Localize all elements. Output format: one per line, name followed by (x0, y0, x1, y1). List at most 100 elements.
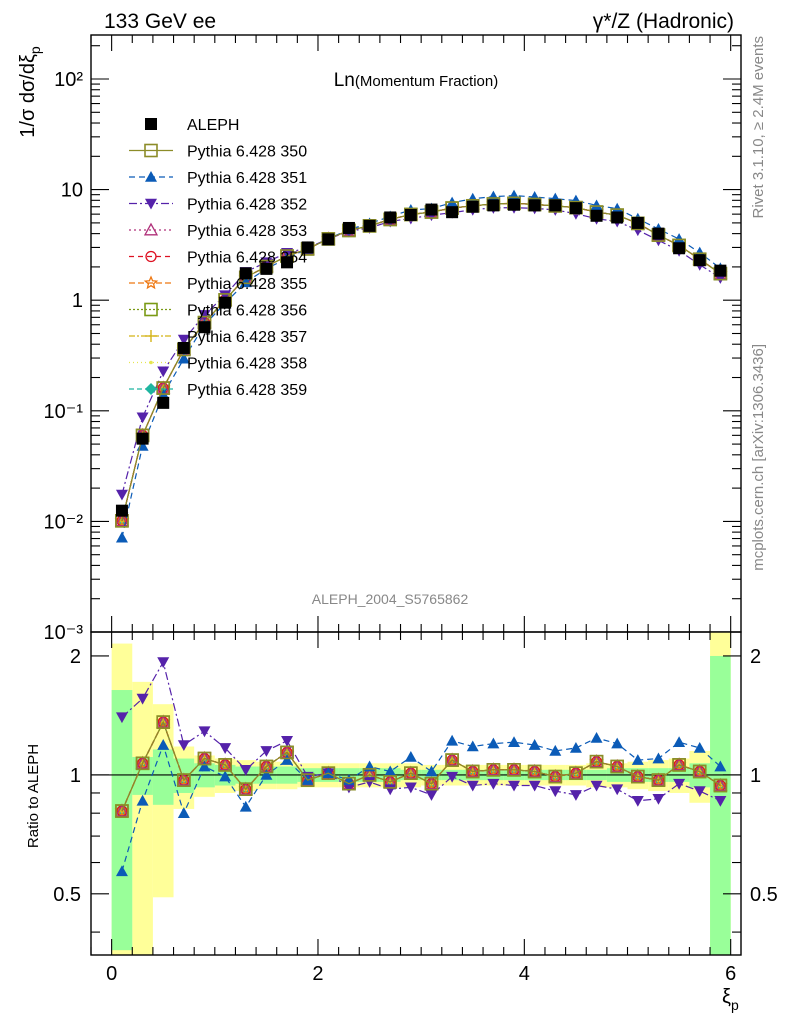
header-right: γ*/Z (Hadronic) (593, 10, 734, 33)
ratio-point (673, 778, 686, 790)
data-point (466, 200, 479, 213)
ratio-point (238, 782, 253, 796)
legend-marker (145, 383, 157, 395)
x-tick-label: 6 (725, 963, 736, 985)
ratio-point (342, 776, 356, 791)
ratio-point (403, 765, 418, 779)
ratio-point (446, 734, 459, 746)
ratio-point (569, 790, 582, 801)
ratio-point (548, 769, 563, 784)
data-point (322, 233, 335, 246)
ratio-y-tick-label: 2 (70, 646, 81, 668)
ratio-line (121, 660, 721, 802)
legend-entry: Pythia 6.428 357 (129, 329, 307, 346)
ratio-series-0 (115, 715, 728, 818)
y-tick-label: 10⁻² (44, 511, 84, 533)
series-point (590, 199, 603, 211)
ratio-point (446, 771, 459, 783)
ratio-point (424, 776, 439, 790)
ratio-point (568, 765, 584, 779)
ratio-y-axis-label: Ratio to ALEPH (25, 744, 42, 848)
legend-label: Pythia 6.428 358 (187, 356, 307, 373)
legend-entry: ALEPH (145, 117, 239, 134)
data-point (569, 202, 582, 215)
ratio-point (569, 741, 582, 753)
legend-marker (144, 302, 158, 317)
legend-entry: Pythia 6.428 355 (129, 275, 307, 293)
legend-marker (145, 118, 157, 130)
ratio-point (590, 731, 603, 743)
ratio-point (177, 740, 190, 752)
ratio-series-1 (115, 731, 727, 877)
header-left: 133 GeV ee (104, 10, 216, 33)
main-panel: 10⁻³ 10⁻² 10⁻¹ 1 10 10² Ln(Momentum Fraction)… (17, 34, 742, 644)
ratio-point (219, 770, 232, 782)
data-point (115, 504, 128, 517)
data-point (301, 241, 314, 254)
ratio-point (466, 740, 479, 752)
data-point (487, 199, 500, 212)
data-point (508, 198, 521, 211)
data-point (198, 321, 211, 334)
ratio-point (177, 807, 190, 818)
ratio-point (342, 782, 355, 794)
ratio-point (713, 778, 728, 793)
x-axis-label: ξp (722, 986, 739, 1013)
ratio-y-tick-label-right: 0.5 (750, 884, 778, 906)
series-point (239, 276, 252, 288)
ratio-point (115, 804, 129, 818)
ratio-point (156, 715, 171, 729)
ratio-band-inner-bin (152, 749, 174, 805)
ratio-point (425, 765, 438, 777)
ratio-point (363, 777, 376, 788)
ratio-point (631, 795, 644, 807)
ratio-point (239, 800, 252, 812)
data-point (177, 341, 190, 354)
ratio-point (157, 739, 170, 750)
ratio-point (300, 773, 315, 787)
data-point (260, 262, 273, 275)
legend-entry: Pythia 6.428 353 (129, 222, 307, 240)
ratio-point (508, 780, 521, 792)
data-point (652, 227, 665, 240)
legend-entry: Pythia 6.428 352 (129, 197, 307, 214)
y-tick-label: 10² (54, 69, 83, 91)
ratio-point (136, 693, 149, 705)
ratio-y-tick-label: 0.5 (53, 884, 81, 906)
legend-label: Pythia 6.428 351 (187, 170, 307, 187)
ratio-point (651, 773, 666, 787)
ratio-point (714, 795, 727, 807)
ratio-point (156, 714, 171, 728)
data-point (404, 208, 417, 221)
data-point (363, 219, 376, 232)
series-point (219, 290, 232, 302)
ratio-point (135, 756, 150, 771)
series-point (115, 489, 128, 501)
ratio-point (549, 786, 562, 798)
data-point (631, 216, 644, 229)
legend-marker (143, 275, 159, 290)
ratio-point (692, 764, 707, 779)
mcplots-url-label: mcplots.cern.ch [arXiv:1306.3436] (750, 344, 767, 571)
data-point (219, 296, 232, 309)
ratio-point (238, 781, 253, 795)
legend-entry: Pythia 6.428 356 (129, 303, 307, 320)
y-tick-label: 10⁻¹ (44, 401, 84, 423)
data-point (239, 267, 252, 280)
ratio-point (404, 782, 417, 794)
legend-label: Pythia 6.428 353 (187, 223, 307, 240)
legend-label: Pythia 6.428 352 (187, 197, 307, 214)
series-point (673, 233, 686, 244)
ratio-point (611, 737, 624, 749)
data-point (590, 209, 603, 222)
ratio-point (589, 754, 604, 769)
ratio-point (177, 773, 191, 787)
chart-title: Ln(Momentum Fraction) (334, 70, 499, 91)
ratio-point (671, 757, 687, 771)
y-tick-label: 10⁻³ (44, 622, 84, 644)
ratio-point (673, 736, 686, 747)
ratio-point (136, 794, 149, 806)
series-point (114, 513, 130, 527)
legend-label: Pythia 6.428 357 (187, 329, 307, 346)
legend-marker (143, 222, 159, 236)
